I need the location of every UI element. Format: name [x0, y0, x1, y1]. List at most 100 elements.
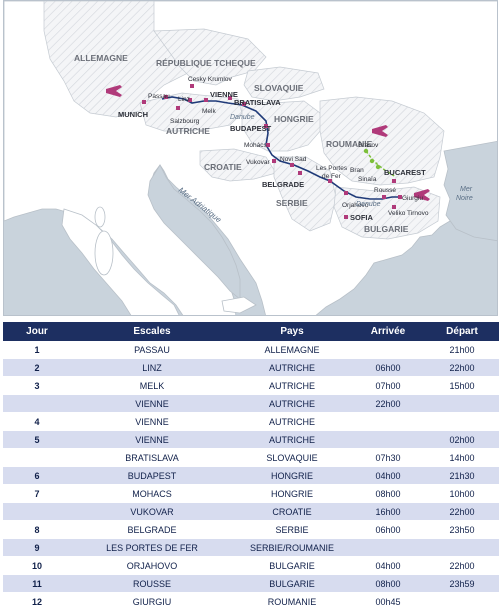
cell-arrival: 04h00: [351, 466, 425, 485]
cell-day: [3, 448, 71, 467]
cell-day: 12: [3, 592, 71, 611]
water-label-black-sea-1: Mer: [460, 186, 473, 193]
cell-arrival: [351, 341, 425, 359]
cell-country: SLOVAQUIE: [233, 448, 351, 467]
cell-arrival: 00h45: [351, 592, 425, 611]
cell-country: ROUMANIE: [233, 592, 351, 611]
itinerary-table: Jour Escales Pays Arrivée Départ 1 PASSAU…: [3, 322, 499, 611]
cell-stop: BRATISLAVA: [71, 448, 233, 467]
cell-arrival: 08h00: [351, 574, 425, 593]
city-label-munich: MUNICH: [118, 110, 148, 119]
cell-stop: VIENNE: [71, 394, 233, 413]
country-label-hungary: HONGRIE: [274, 114, 314, 124]
table-row: 9 LES PORTES DE FER SERBIE/ROUMANIE: [3, 538, 499, 557]
table-row: BRATISLAVA SLOVAQUIE 07h30 14h00: [3, 448, 499, 467]
cell-stop: MELK: [71, 376, 233, 395]
sicily-island: [221, 296, 257, 314]
city-label-giurgiu: Giurgiu: [402, 195, 423, 202]
veliko-marker: [392, 205, 396, 209]
salzbourg-marker: [176, 106, 180, 110]
cell-stop: ROUSSE: [71, 574, 233, 593]
cell-departure: 14h00: [425, 448, 499, 467]
water-label-danube-1: Danube: [230, 114, 255, 121]
plane-icon: [106, 85, 122, 97]
cell-departure: 02h00: [425, 430, 499, 449]
cell-arrival: 07h30: [351, 448, 425, 467]
cell-stop: VUKOVAR: [71, 502, 233, 521]
country-label-serbia: SERBIE: [276, 198, 308, 208]
giurgiu-marker: [398, 195, 402, 199]
cell-country: AUTRICHE: [233, 376, 351, 395]
cell-country: CROATIE: [233, 502, 351, 521]
cell-country: ALLEMAGNE: [233, 341, 351, 359]
cell-departure: 21h00: [425, 341, 499, 359]
cell-country: AUTRICHE: [233, 358, 351, 377]
table-row: 3 MELK AUTRICHE 07h00 15h00: [3, 376, 499, 395]
city-label-budapest: BUDAPEST: [230, 124, 272, 133]
cell-stop: LINZ: [71, 358, 233, 377]
stop-markers: [142, 84, 402, 219]
country-label-bulgaria: BULGARIE: [364, 224, 409, 234]
cell-departure: [425, 592, 499, 611]
cell-arrival: 22h00: [351, 394, 425, 413]
city-label-sinaia: Sinaïa: [358, 176, 377, 183]
munich-marker: [142, 100, 146, 104]
cell-country: HONGRIE: [233, 484, 351, 503]
table-row: 12 GIURGIU ROUMANIE 00h45: [3, 592, 499, 611]
cell-day: [3, 394, 71, 413]
cell-stop: LES PORTES DE FER: [71, 538, 233, 557]
cell-day: 4: [3, 412, 71, 431]
city-label-orjahovo: Orjahovo: [342, 202, 369, 209]
country-label-czech: RÉPUBLIQUE TCHEQUE: [156, 58, 256, 68]
cell-country: SERBIE/ROUMANIE: [233, 538, 351, 557]
czech-area: [153, 28, 267, 86]
cell-stop: VIENNE: [71, 412, 233, 431]
country-label-croatia: CROATIE: [204, 162, 242, 172]
cell-departure: [425, 394, 499, 413]
cell-country: BULGARIE: [233, 574, 351, 593]
sinaia-marker: [375, 164, 381, 170]
danube-route: [161, 96, 400, 200]
cell-stop: GIURGIU: [71, 592, 233, 611]
slovakia-area: [243, 66, 325, 102]
plane-icons: [106, 85, 430, 201]
city-label-vukovar: Vukovar: [246, 159, 270, 166]
passau-marker: [164, 95, 168, 99]
city-label-rousse: Roussé: [374, 187, 396, 194]
cell-departure: 10h00: [425, 484, 499, 503]
city-label-sofia: SOFIA: [350, 213, 374, 222]
country-label-austria: AUTRICHE: [166, 126, 210, 136]
cell-day: 8: [3, 520, 71, 539]
city-label-salzbourg: Salzbourg: [170, 118, 200, 125]
cell-country: AUTRICHE: [233, 412, 351, 431]
header-departure: Départ: [425, 322, 499, 341]
cell-stop: PASSAU: [71, 341, 233, 359]
portes-marker: [328, 179, 332, 183]
cell-country: AUTRICHE: [233, 430, 351, 449]
cell-day: 9: [3, 538, 71, 557]
orjahovo-marker: [344, 191, 348, 195]
cell-day: 6: [3, 466, 71, 485]
cell-stop: ORJAHOVO: [71, 556, 233, 575]
city-label-cesky: Cesky Krumlov: [188, 76, 232, 83]
table-row: VIENNE AUTRICHE 22h00: [3, 394, 499, 413]
country-label-slovakia: SLOVAQUIE: [254, 83, 304, 93]
table-row: 5 VIENNE AUTRICHE 02h00: [3, 430, 499, 449]
vukovar-marker: [272, 159, 276, 163]
cell-arrival: 07h00: [351, 376, 425, 395]
belgrade-marker: [298, 171, 302, 175]
serbia-area: [273, 156, 337, 232]
cell-departure: 22h00: [425, 358, 499, 377]
cell-arrival: [351, 412, 425, 431]
cell-stop: MOHACS: [71, 484, 233, 503]
cell-arrival: 08h00: [351, 484, 425, 503]
cell-departure: [425, 412, 499, 431]
cell-arrival: [351, 430, 425, 449]
table-row: 6 BUDAPEST HONGRIE 04h00 21h30: [3, 466, 499, 485]
cell-day: 2: [3, 358, 71, 377]
header-stop: Escales: [71, 322, 233, 341]
hungary-area: [241, 100, 323, 152]
cell-day: 10: [3, 556, 71, 575]
brasov-marker: [363, 148, 369, 154]
cell-country: SERBIE: [233, 520, 351, 539]
